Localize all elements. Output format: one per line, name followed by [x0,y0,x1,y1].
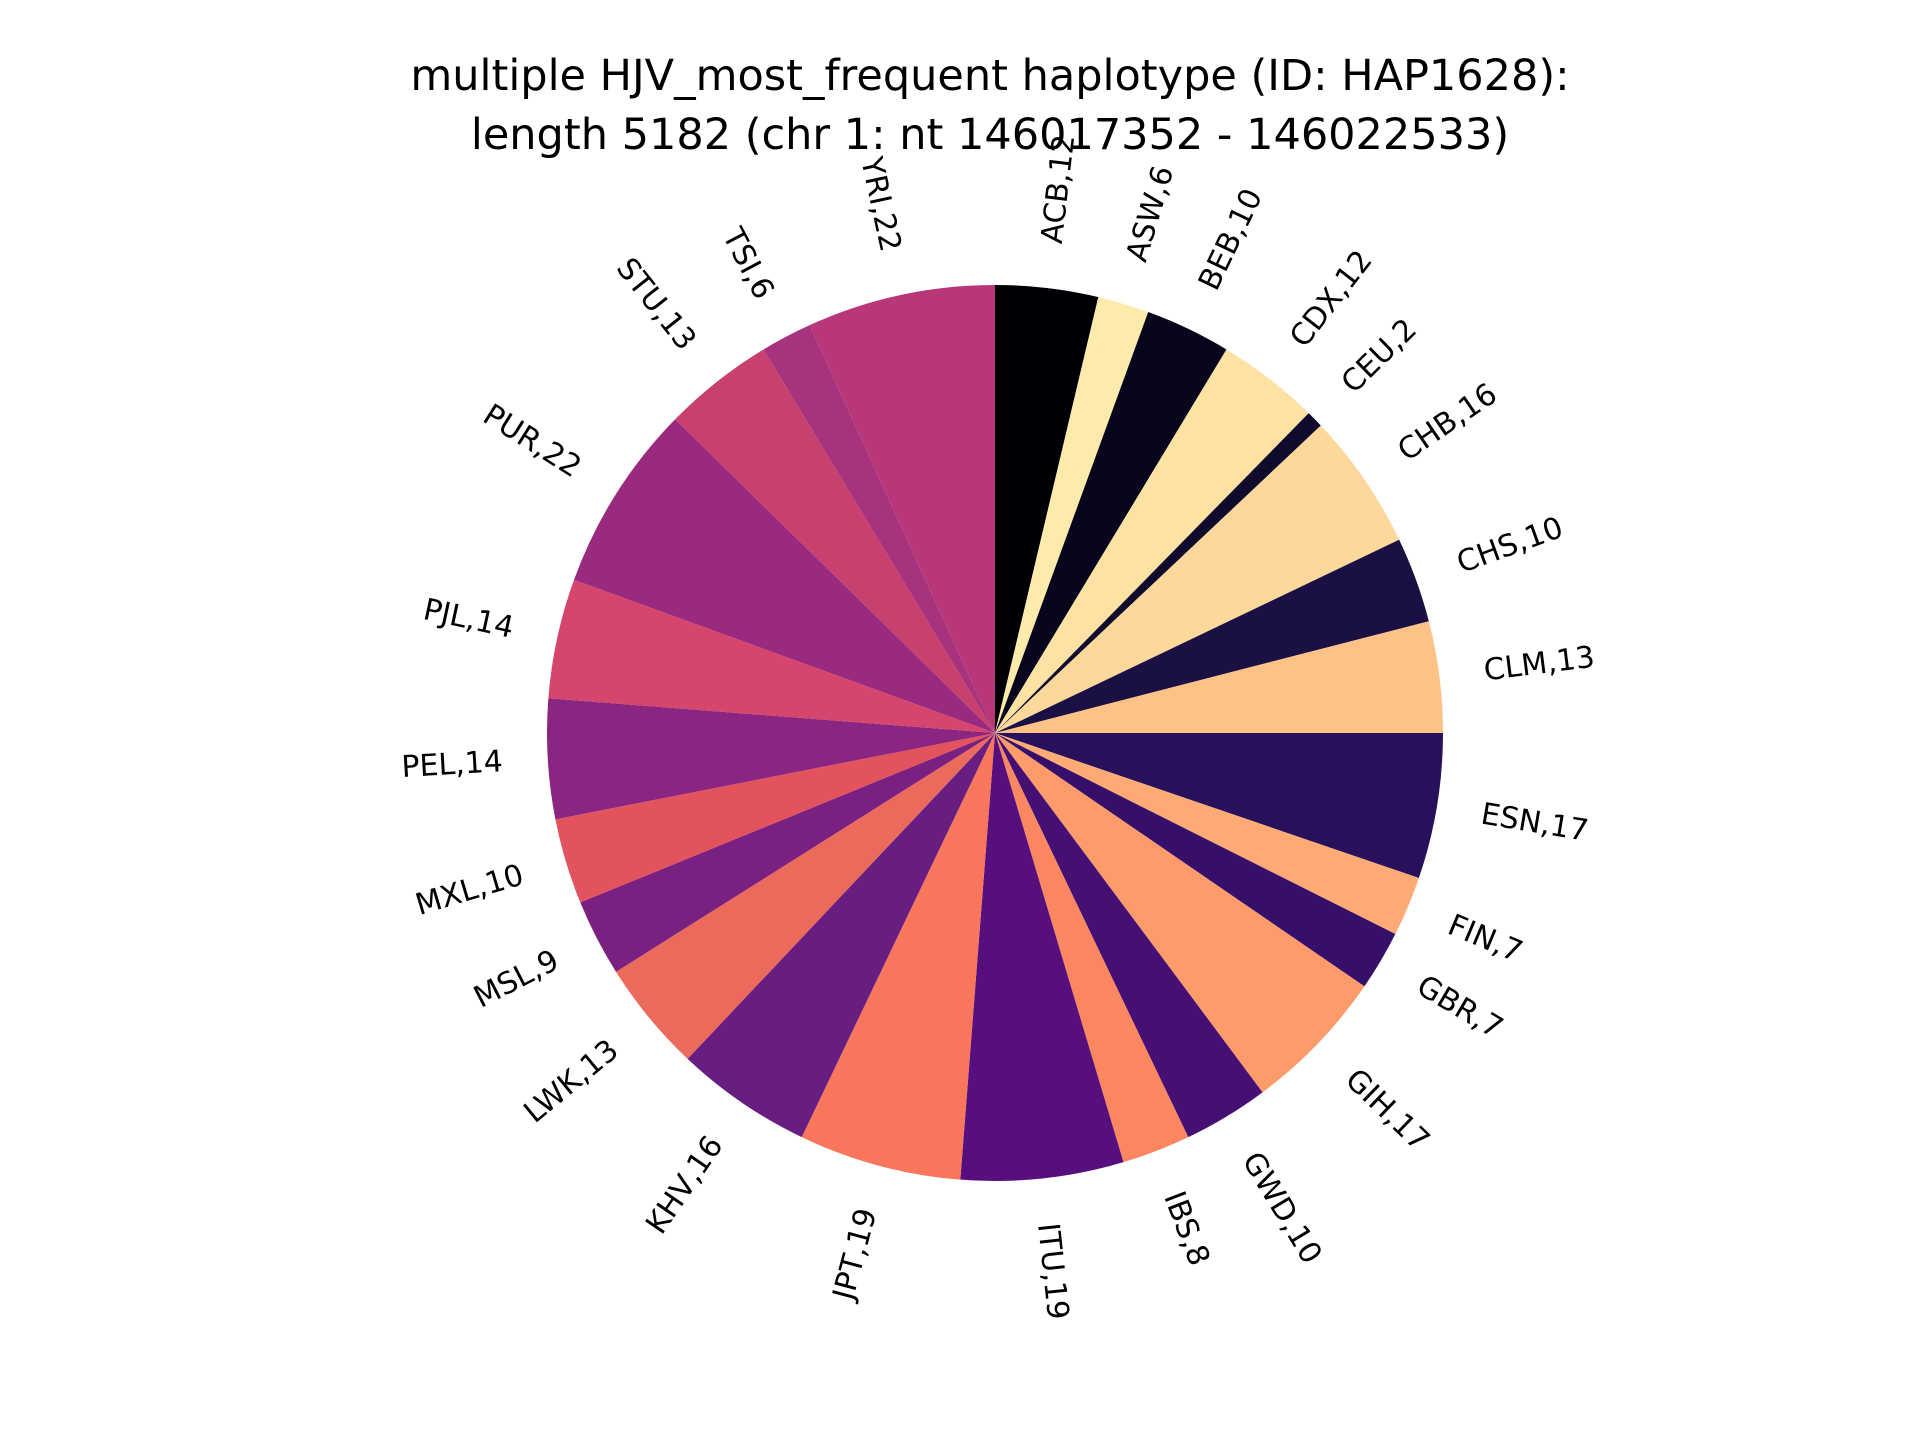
pie-label-tsi: TSI,6 [714,222,780,305]
pie-slices [547,285,1443,1181]
pie-slice-tsi [763,325,995,733]
pie-label-clm: CLM,13 [1482,640,1597,689]
pie-label-khv: KHV,16 [639,1130,730,1241]
pie-label-pjl: PJL,14 [420,592,517,646]
pie-slice-itu [960,733,1124,1181]
pie-label-esn: ESN,17 [1478,797,1590,849]
pie-label-stu: STU,13 [609,251,703,357]
pie-slice-gwd [995,733,1263,1138]
pie-label-pur: PUR,22 [477,397,588,485]
pie-slice-stu [675,349,995,733]
pie-label-asw: ASW,6 [1120,162,1182,266]
pie-slice-gbr [995,733,1396,987]
pie-slice-pjl [548,579,995,733]
pie-label-lwk: LWK,13 [517,1033,625,1131]
pie-label-itu: ITU,19 [1030,1221,1075,1321]
pie-label-ceu: CEU,2 [1335,312,1424,400]
pie-slice-msl [580,733,995,972]
chart-title-line-1: multiple HJV_most_frequent haplotype (ID… [410,51,1569,101]
pie-label-fin: FIN,7 [1443,908,1528,970]
pie-slice-chb [995,425,1400,733]
pie-slice-jpt [801,733,995,1180]
pie-slice-cdx [995,349,1309,733]
pie-slice-ceu [995,413,1321,733]
pie-slice-mxl [555,733,995,903]
pie-label-beb: BEB,10 [1192,183,1270,295]
chart-title-line-2: length 5182 (chr 1: nt 146017352 - 14602… [471,110,1509,160]
pie-slice-pur [574,419,995,733]
pie-label-ibs: IBS,8 [1156,1187,1216,1271]
pie-label-yri: YRI,22 [853,153,908,255]
pie-slice-chs [995,539,1429,733]
pie-slice-acb [995,285,1099,733]
pie-label-pel: PEL,14 [401,744,504,785]
pie-label-gbr: GBR,7 [1411,969,1509,1047]
pie-label-jpt: JPT,19 [826,1205,884,1306]
pie-label-mxl: MXL,10 [411,858,527,923]
pie-label-gwd: GWD,10 [1235,1146,1329,1270]
pie-slice-gih [995,733,1365,1093]
pie-label-msl: MSL,9 [468,943,564,1015]
pie-label-cdx: CDX,12 [1283,244,1379,354]
pie-slice-khv [687,733,995,1138]
pie-slice-lwk [616,733,995,1059]
pie-slice-pel [547,698,995,820]
pie-label-chs: CHS,10 [1452,510,1568,581]
pie-label-gih: GIH,17 [1338,1062,1436,1158]
pie-slice-yri [809,285,995,733]
pie-slice-clm [995,621,1443,733]
pie-slice-asw [995,297,1149,733]
pie-slice-ibs [995,733,1189,1163]
pie-label-chb: CHB,16 [1392,377,1504,469]
pie-slice-esn [995,733,1443,879]
pie-slice-fin [995,733,1419,935]
pie-slice-beb [995,312,1227,733]
